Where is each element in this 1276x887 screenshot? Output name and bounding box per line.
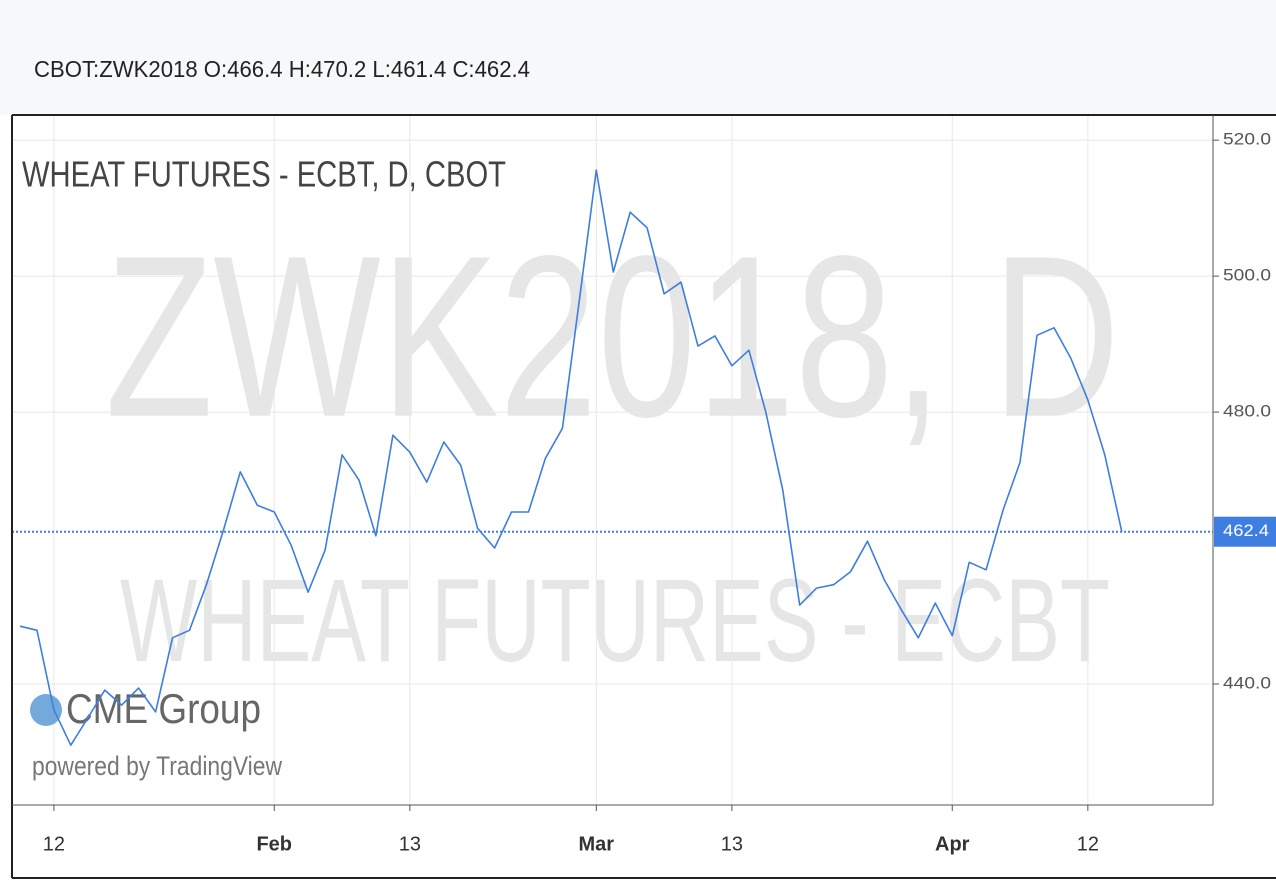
logo-name: CME Group bbox=[66, 685, 261, 732]
chart-title: WHEAT FUTURES - ECBT, D, CBOT bbox=[22, 154, 506, 195]
header-text: CBOT:ZWK2018 O:466.4 H:470.2 L:461.4 C:4… bbox=[34, 56, 530, 82]
x-tick-label: 13 bbox=[721, 833, 743, 855]
logo-tagline: powered by TradingView bbox=[32, 751, 282, 781]
x-tick-label: Apr bbox=[935, 833, 970, 855]
watermark: WHEAT FUTURES - ECBT bbox=[120, 555, 1110, 687]
logo-globe bbox=[30, 694, 62, 726]
watermark: ZWK2018, D bbox=[105, 208, 1120, 465]
price-label-box bbox=[1214, 516, 1276, 547]
price-series bbox=[19, 169, 1123, 746]
y-tick-label: 520.0 bbox=[1223, 130, 1271, 149]
price-label: 462.4 bbox=[1223, 521, 1269, 540]
x-tick-label: 12 bbox=[43, 833, 65, 855]
plot-background bbox=[12, 115, 1213, 805]
header-band bbox=[0, 0, 1276, 115]
x-tick-label: 13 bbox=[399, 833, 421, 855]
y-tick-label: 440.0 bbox=[1223, 673, 1271, 692]
y-tick-label: 500.0 bbox=[1223, 266, 1271, 285]
x-tick-label: 12 bbox=[1077, 833, 1099, 855]
y-tick-label: 480.0 bbox=[1223, 402, 1271, 421]
x-tick-label: Mar bbox=[579, 833, 615, 855]
x-tick-label: Feb bbox=[256, 833, 292, 855]
